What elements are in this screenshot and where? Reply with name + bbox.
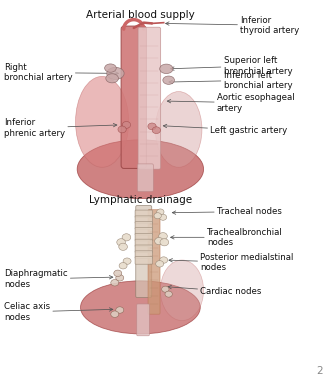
- FancyBboxPatch shape: [136, 206, 152, 298]
- Ellipse shape: [123, 258, 131, 264]
- FancyBboxPatch shape: [137, 304, 149, 336]
- Ellipse shape: [77, 140, 204, 198]
- Text: Inferior
phrenic artery: Inferior phrenic artery: [4, 118, 117, 138]
- Text: Diaphragmatic
nodes: Diaphragmatic nodes: [4, 269, 113, 289]
- Ellipse shape: [111, 280, 119, 286]
- Ellipse shape: [157, 209, 164, 215]
- Ellipse shape: [122, 234, 131, 241]
- Ellipse shape: [156, 261, 164, 267]
- Ellipse shape: [159, 214, 167, 220]
- Ellipse shape: [155, 238, 163, 245]
- Text: Lymphatic drainage: Lymphatic drainage: [89, 195, 192, 204]
- Ellipse shape: [116, 275, 124, 281]
- FancyBboxPatch shape: [135, 228, 152, 235]
- Ellipse shape: [107, 67, 124, 79]
- Text: Celiac axis
nodes: Celiac axis nodes: [4, 302, 113, 321]
- Ellipse shape: [75, 76, 129, 167]
- Ellipse shape: [117, 239, 126, 246]
- FancyBboxPatch shape: [135, 216, 152, 223]
- FancyBboxPatch shape: [137, 164, 153, 192]
- Text: Aortic esophageal
artery: Aortic esophageal artery: [167, 93, 295, 112]
- FancyBboxPatch shape: [121, 26, 146, 168]
- Ellipse shape: [152, 127, 161, 134]
- FancyBboxPatch shape: [135, 256, 152, 264]
- FancyBboxPatch shape: [148, 210, 160, 314]
- Text: Posterior medialstinal
nodes: Posterior medialstinal nodes: [169, 253, 294, 272]
- Ellipse shape: [105, 64, 116, 72]
- Text: Cardiac nodes: Cardiac nodes: [168, 285, 262, 296]
- FancyBboxPatch shape: [135, 239, 152, 247]
- Ellipse shape: [160, 257, 168, 263]
- FancyBboxPatch shape: [135, 210, 152, 218]
- Ellipse shape: [160, 260, 204, 321]
- Ellipse shape: [155, 92, 202, 167]
- Ellipse shape: [160, 64, 173, 74]
- Ellipse shape: [160, 239, 169, 246]
- Ellipse shape: [111, 311, 119, 317]
- Ellipse shape: [118, 126, 126, 133]
- FancyBboxPatch shape: [135, 222, 152, 229]
- Ellipse shape: [159, 233, 167, 240]
- FancyBboxPatch shape: [135, 245, 152, 253]
- Text: Right
bronchial artery: Right bronchial artery: [4, 63, 119, 82]
- Ellipse shape: [119, 243, 127, 250]
- Text: Arterial blood supply: Arterial blood supply: [86, 10, 195, 20]
- Text: Inferior left
bronchial artery: Inferior left bronchial artery: [169, 71, 292, 90]
- Ellipse shape: [119, 263, 127, 269]
- Ellipse shape: [114, 270, 122, 277]
- Ellipse shape: [154, 213, 161, 219]
- Ellipse shape: [163, 76, 174, 84]
- Text: 2: 2: [317, 366, 323, 376]
- Ellipse shape: [106, 74, 119, 83]
- Text: Superior left
bronchial artery: Superior left bronchial artery: [171, 56, 292, 76]
- Ellipse shape: [165, 291, 172, 297]
- FancyBboxPatch shape: [135, 251, 152, 258]
- Text: Tracheal nodes: Tracheal nodes: [172, 207, 282, 216]
- Text: Inferior
thyroid artery: Inferior thyroid artery: [166, 16, 299, 35]
- Ellipse shape: [116, 307, 124, 313]
- FancyBboxPatch shape: [138, 27, 161, 169]
- Ellipse shape: [162, 286, 169, 292]
- Text: Left gastric artery: Left gastric artery: [163, 124, 288, 135]
- Ellipse shape: [80, 281, 200, 334]
- Text: Trachealbronchial
nodes: Trachealbronchial nodes: [171, 228, 283, 247]
- Ellipse shape: [148, 123, 156, 130]
- Ellipse shape: [122, 122, 131, 128]
- FancyBboxPatch shape: [135, 233, 152, 241]
